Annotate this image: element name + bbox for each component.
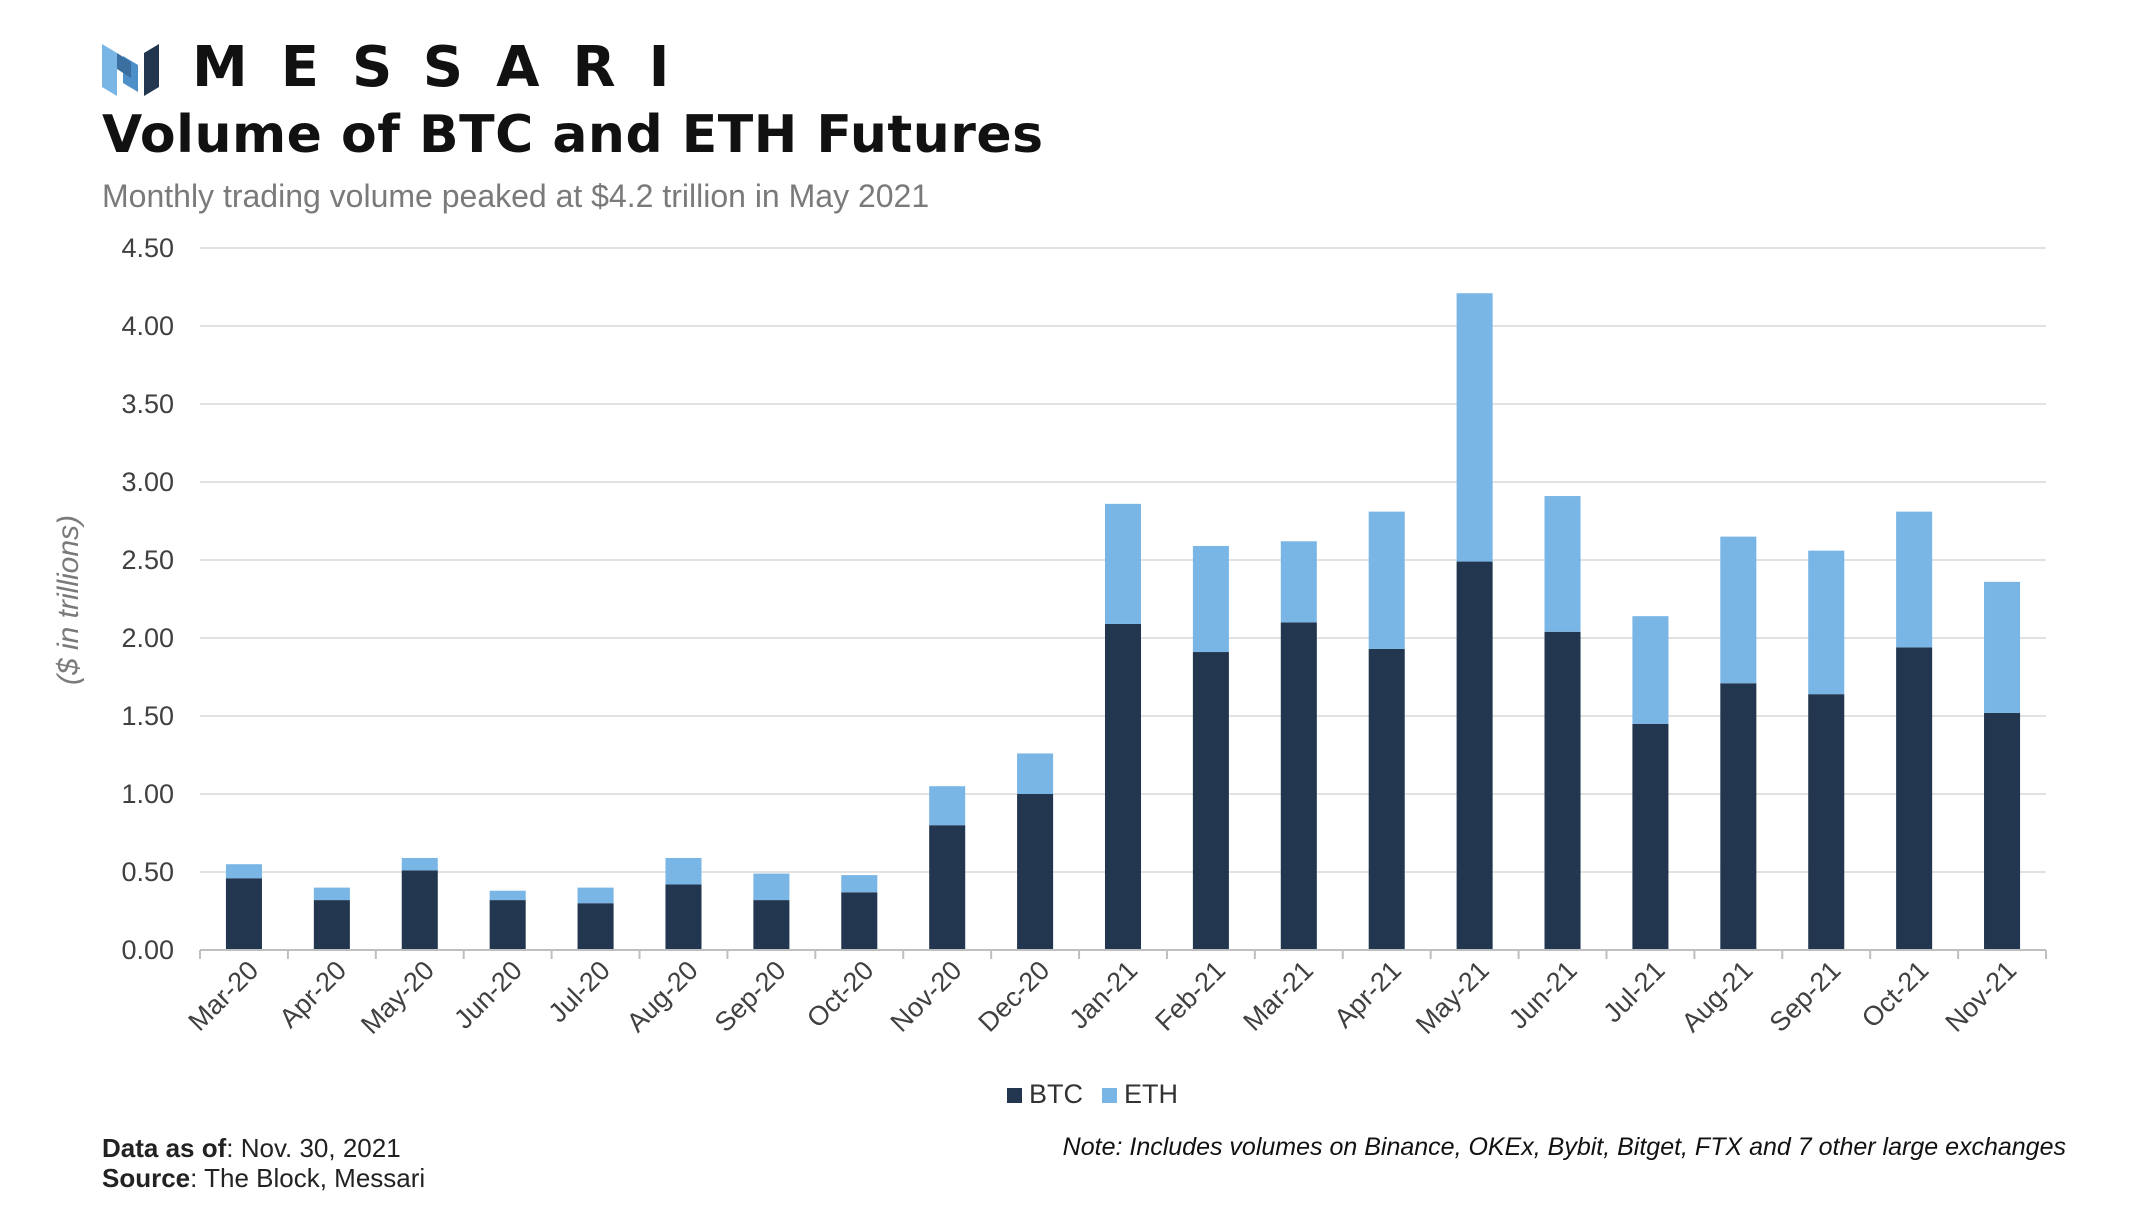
bar-eth-may-20 <box>401 857 438 871</box>
bar-btc-mar-20 <box>225 878 262 950</box>
bar-btc-sep-20 <box>753 900 790 950</box>
source: Source: The Block, Messari <box>102 1163 425 1193</box>
legend: BTC ETH <box>1007 1079 1178 1109</box>
x-tick-label: Jun-21 <box>1503 955 1583 1035</box>
bar-btc-aug-21 <box>1720 683 1757 950</box>
y-axis-ticks: 0.00 0.50 1.00 1.50 2.00 2.50 3.00 3.50 4.00 4.50 <box>121 233 174 965</box>
bar-btc-sep-21 <box>1808 694 1845 950</box>
x-tick-label: Nov-21 <box>1940 955 2023 1038</box>
data-as-of: Data as of: Nov. 30, 2021 <box>102 1133 425 1163</box>
bar-eth-jul-21 <box>1632 616 1669 724</box>
bar-eth-oct-21 <box>1896 511 1933 648</box>
footer-meta: Data as of: Nov. 30, 2021 Source: The Bl… <box>102 1133 425 1193</box>
bar-btc-mar-21 <box>1280 622 1317 950</box>
y-tick-label: 4.00 <box>121 311 174 341</box>
y-tick-label: 0.00 <box>121 935 174 965</box>
source-value: : The Block, Messari <box>190 1163 426 1193</box>
bar-eth-nov-21 <box>1984 581 2021 713</box>
bar-btc-may-20 <box>401 870 438 950</box>
x-tick-label: Sep-20 <box>709 955 792 1038</box>
x-tick-label: Oct-20 <box>801 955 880 1034</box>
x-tick-label: Jul-21 <box>1597 955 1670 1028</box>
bar-btc-jul-20 <box>577 903 614 950</box>
bar-btc-jan-21 <box>1104 623 1142 950</box>
bar-btc-dec-20 <box>1017 794 1054 950</box>
x-tick-label: Aug-21 <box>1676 955 1759 1038</box>
legend-swatch-btc <box>1007 1088 1022 1103</box>
x-tick-label: Feb-21 <box>1149 955 1231 1037</box>
x-tick-label: Jul-20 <box>543 955 616 1028</box>
bar-eth-apr-21 <box>1368 511 1405 649</box>
brand-logo: MESSARI <box>102 40 702 96</box>
bar-eth-sep-21 <box>1808 550 1845 695</box>
y-tick-label: 0.50 <box>121 857 174 887</box>
x-tick-label: Mar-20 <box>183 955 265 1037</box>
bar-btc-apr-20 <box>313 900 350 950</box>
legend-swatch-eth <box>1102 1088 1117 1103</box>
bar-eth-jan-21 <box>1104 503 1142 624</box>
y-tick-label: 4.50 <box>121 233 174 263</box>
bar-eth-oct-20 <box>841 875 878 893</box>
bar-btc-jun-21 <box>1544 631 1581 950</box>
bar-btc-jul-21 <box>1632 723 1669 950</box>
bar-eth-mar-21 <box>1280 541 1317 623</box>
x-tick-label: Apr-21 <box>1328 955 1407 1034</box>
bar-btc-nov-20 <box>929 825 966 950</box>
chart-title: Volume of BTC and ETH Futures <box>102 105 1044 165</box>
y-tick-label: 2.50 <box>121 545 174 575</box>
footer-note: Note: Includes volumes on Binance, OKEx,… <box>1062 1133 2066 1161</box>
bar-eth-dec-20 <box>1017 753 1054 794</box>
x-axis-ticks: Mar-20 Apr-20 May-20 Jun-20 Jul-20 Aug-20 Sep-… <box>183 955 2023 1040</box>
x-tick-label: Mar-21 <box>1237 955 1319 1037</box>
bars <box>225 293 2021 950</box>
y-tick-label: 3.00 <box>121 467 174 497</box>
source-label: Source <box>102 1163 191 1193</box>
messari-logo-icon <box>102 44 159 96</box>
bar-btc-oct-21 <box>1896 647 1933 950</box>
x-tick-label: Dec-20 <box>973 955 1056 1038</box>
x-tick-label: Oct-21 <box>1856 955 1935 1034</box>
y-tick-label: 1.00 <box>121 779 174 809</box>
data-as-of-label: Data as of <box>102 1133 227 1163</box>
x-tick-label: Nov-20 <box>885 955 968 1038</box>
bar-btc-nov-21 <box>1984 712 2021 950</box>
x-tick-label: Apr-20 <box>274 955 353 1034</box>
bar-eth-aug-20 <box>665 857 702 885</box>
y-tick-label: 2.00 <box>121 623 174 653</box>
y-tick-label: 3.50 <box>121 389 174 419</box>
data-as-of-value: : Nov. 30, 2021 <box>226 1133 401 1163</box>
y-axis-label: ($ in trillions) <box>52 515 85 685</box>
bar-eth-apr-20 <box>313 887 350 901</box>
x-tick-label: May-21 <box>1410 955 1495 1040</box>
bar-btc-apr-21 <box>1368 648 1405 950</box>
bar-btc-jun-20 <box>489 900 526 950</box>
x-tick-label: Jun-20 <box>448 955 528 1035</box>
legend-label-btc: BTC <box>1029 1079 1083 1109</box>
bar-eth-jun-21 <box>1544 496 1581 632</box>
bar-btc-may-21 <box>1456 561 1493 950</box>
bar-eth-feb-21 <box>1192 545 1229 653</box>
bar-btc-oct-20 <box>841 892 878 950</box>
x-tick-label: Aug-20 <box>621 955 704 1038</box>
bar-eth-aug-21 <box>1720 536 1757 684</box>
bar-btc-feb-21 <box>1192 652 1229 950</box>
bar-eth-may-21 <box>1456 293 1493 562</box>
bar-eth-jun-20 <box>489 890 526 901</box>
bar-eth-jul-20 <box>577 887 614 904</box>
bar-eth-mar-20 <box>225 864 262 879</box>
x-axis <box>199 949 2047 959</box>
chart-subtitle: Monthly trading volume peaked at $4.2 tr… <box>102 178 930 214</box>
x-tick-label: Jan-21 <box>1064 955 1144 1035</box>
x-tick-label: May-20 <box>355 955 440 1040</box>
bar-eth-nov-20 <box>929 786 966 826</box>
bar-btc-aug-20 <box>665 884 702 950</box>
x-tick-label: Sep-21 <box>1764 955 1847 1038</box>
bar-eth-sep-20 <box>753 873 790 901</box>
legend-label-eth: ETH <box>1124 1079 1178 1109</box>
y-tick-label: 1.50 <box>121 701 174 731</box>
brand-name: MESSARI <box>192 35 703 100</box>
